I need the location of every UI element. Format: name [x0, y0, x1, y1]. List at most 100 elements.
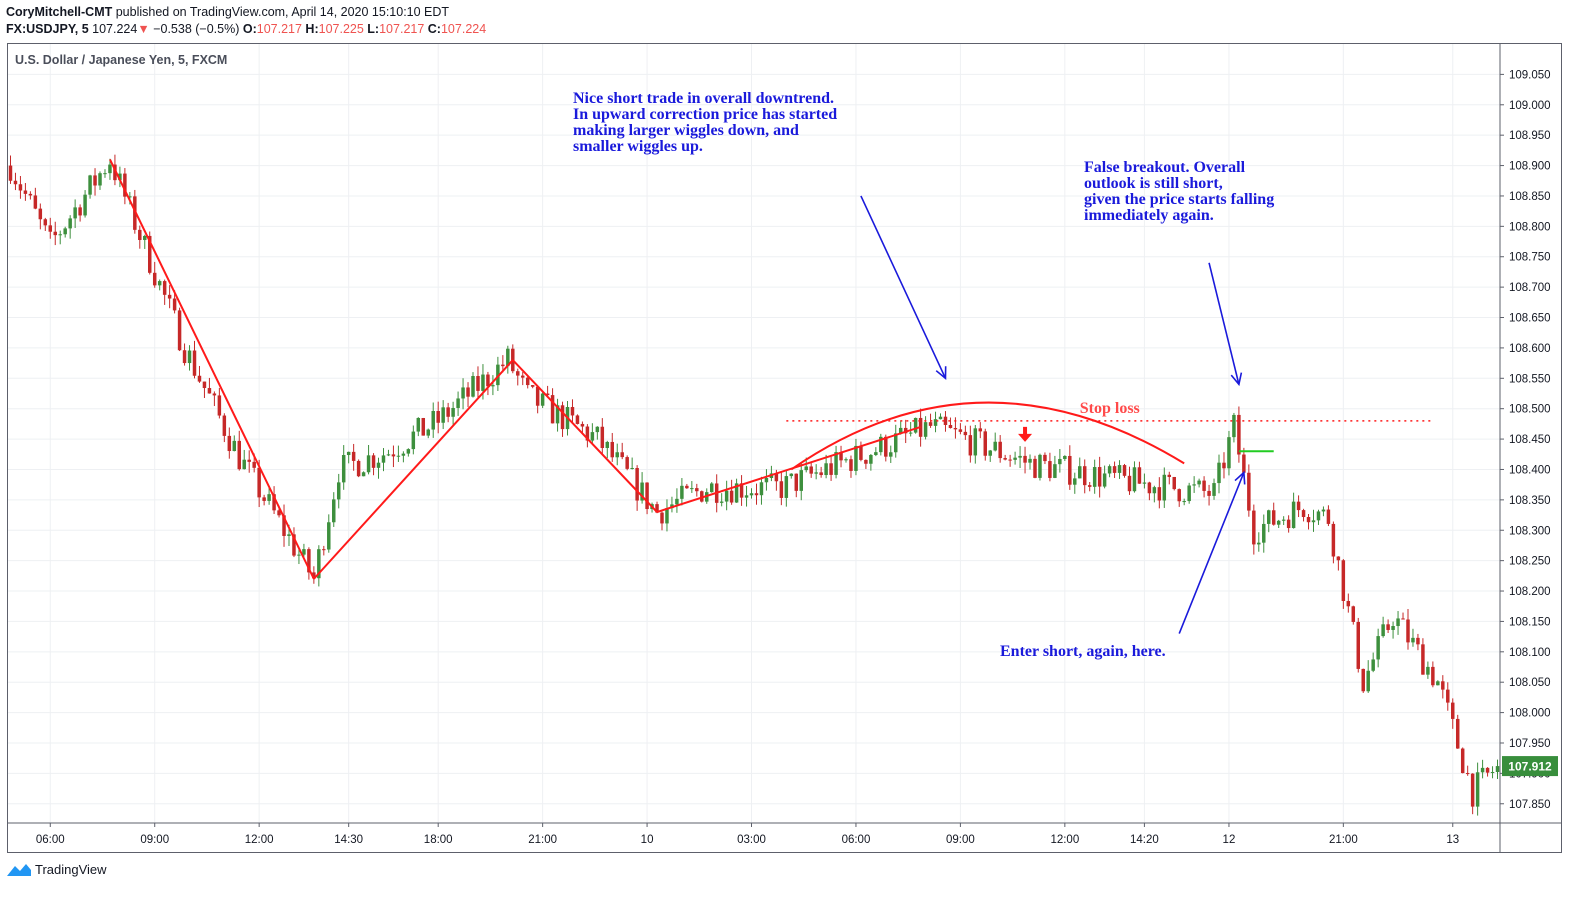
candle-body: [1212, 483, 1216, 496]
candle-body: [88, 175, 92, 195]
candle-body: [103, 173, 107, 175]
candle-body: [1033, 458, 1037, 478]
candle-body: [73, 207, 77, 219]
high-label: H:: [305, 22, 319, 36]
candle-body: [401, 453, 406, 456]
candle-body: [1316, 511, 1321, 521]
candle-body: [341, 455, 346, 483]
candle-body: [1247, 472, 1251, 511]
candle-body: [8, 165, 13, 181]
candle-body: [889, 452, 893, 457]
time-tick-label: 12:00: [1050, 834, 1079, 846]
candle-body: [630, 467, 634, 469]
candle-body: [953, 428, 958, 430]
candle-body: [749, 493, 754, 496]
candle-body: [1082, 466, 1087, 486]
candle-body: [1222, 462, 1226, 469]
candle-body: [466, 387, 470, 397]
chart-frame: [7, 43, 1562, 853]
candle-body: [814, 472, 818, 474]
candle-body: [1187, 485, 1191, 502]
candle-body: [426, 429, 430, 436]
candle-body: [1341, 560, 1346, 601]
candle-body: [336, 482, 341, 500]
candle-body: [1177, 489, 1181, 502]
time-tick-label: 09:00: [946, 834, 975, 846]
last-price-label: 107.912: [1508, 760, 1552, 774]
candle-body: [1331, 523, 1336, 557]
candle-body: [277, 510, 281, 516]
price-tick-label: 108.250: [1509, 556, 1551, 568]
time-tick-label: 12: [1223, 834, 1236, 846]
candle-body: [1117, 465, 1122, 473]
price-tick-label: 108.350: [1509, 495, 1551, 507]
candle-body: [48, 225, 53, 232]
candle-body: [451, 407, 455, 417]
candle-body: [784, 476, 789, 498]
candle-body: [655, 504, 659, 513]
time-tick-label: 09:00: [140, 834, 169, 846]
candle-body: [530, 385, 535, 387]
candle-body: [1137, 467, 1142, 484]
candle-body: [1197, 480, 1201, 485]
candle-body: [709, 483, 714, 493]
candle-body: [1013, 457, 1017, 460]
candle-body: [1257, 542, 1261, 545]
footer-brand[interactable]: TradingView: [6, 861, 107, 877]
candle-body: [128, 196, 132, 198]
tradingview-logo-icon: [7, 864, 31, 876]
candle-body: [1043, 454, 1047, 462]
candle-body: [739, 483, 744, 498]
candle-body: [1490, 771, 1495, 773]
candle-body: [958, 429, 963, 432]
candle-body: [580, 423, 585, 427]
time-tick-label: 14:30: [334, 834, 363, 846]
note3-arrow-head: [1234, 470, 1246, 485]
price-tick-label: 108.100: [1509, 647, 1551, 659]
candle-body: [1346, 600, 1351, 607]
note3-arrow: [1178, 472, 1245, 634]
candle-body: [933, 419, 938, 426]
candle-body: [197, 375, 202, 382]
candle-body: [1401, 618, 1405, 620]
note3-text: Enter short, again, here.: [1000, 643, 1166, 660]
candle-body: [695, 488, 699, 492]
candle-body: [332, 499, 336, 523]
candle-body: [595, 426, 600, 433]
candle-body: [1396, 618, 1400, 627]
candle-body: [501, 364, 505, 367]
candle-body: [570, 407, 575, 416]
down-arrow-icon: ▼: [137, 22, 150, 36]
candle-body: [824, 463, 828, 476]
candle-body: [859, 445, 863, 460]
note1-text: In upward correction price has started: [573, 106, 837, 123]
down-arrow-icon: [1018, 426, 1033, 442]
candle-body: [724, 490, 729, 502]
publish-text: published on TradingView.com, April 14, …: [115, 5, 450, 19]
candle-body: [1063, 455, 1067, 459]
trend-line: [313, 359, 514, 580]
candle-body: [1281, 519, 1286, 521]
candle-body: [893, 433, 898, 453]
candle-body: [446, 407, 450, 417]
author-name[interactable]: CoryMitchell-CMT: [6, 5, 113, 19]
candle-body: [864, 459, 868, 464]
candle-body: [645, 482, 649, 510]
note2-text: given the price starts falling: [1084, 191, 1274, 208]
candle-body: [456, 398, 460, 408]
candle-body: [162, 281, 167, 295]
candle-body: [481, 374, 485, 391]
candle-body: [1152, 487, 1157, 494]
candle-body: [978, 428, 983, 432]
candle-body: [1351, 606, 1356, 622]
candle-body: [1436, 681, 1440, 686]
candle-body: [476, 376, 480, 391]
candle-body: [416, 417, 421, 432]
candle-body: [585, 426, 590, 441]
candle-body: [1262, 523, 1266, 543]
candle-body: [879, 436, 883, 453]
price-tick-label: 108.700: [1509, 282, 1551, 294]
candle-body: [799, 470, 803, 491]
candle-body: [829, 463, 833, 475]
